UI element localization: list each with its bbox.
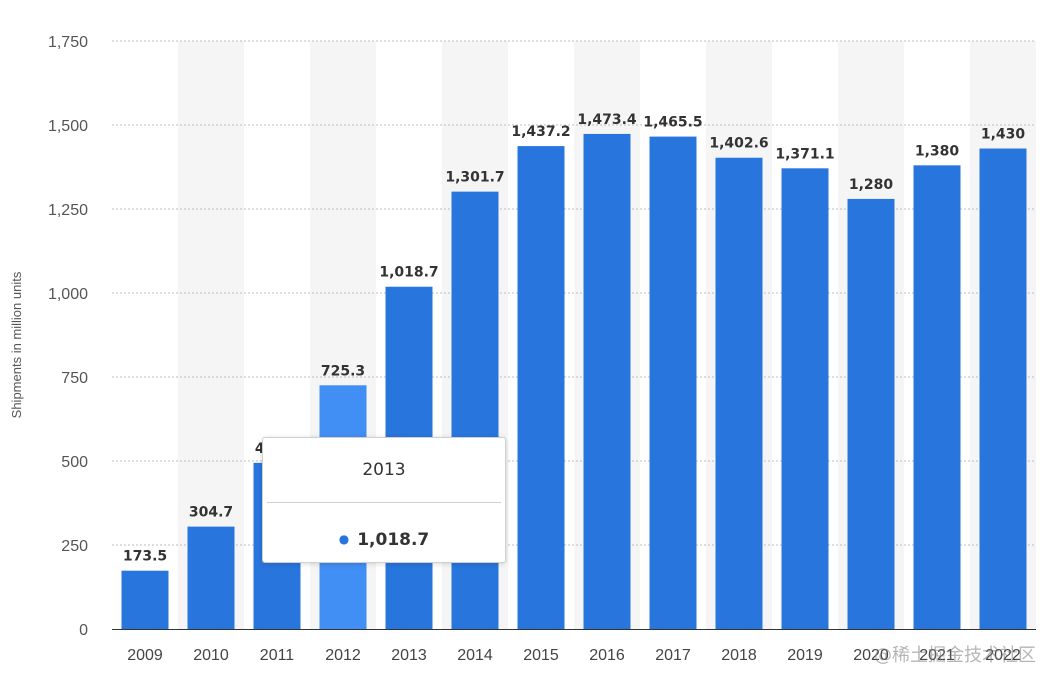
y-tick-label: 1,000 bbox=[48, 286, 88, 303]
x-tick-label: 2015 bbox=[523, 647, 559, 664]
bar-2020[interactable] bbox=[847, 198, 895, 630]
x-tick-label: 2014 bbox=[457, 647, 493, 664]
x-tick-label: 2012 bbox=[325, 647, 361, 664]
y-tick-label: 750 bbox=[61, 370, 88, 387]
series-dot-icon: ● bbox=[338, 532, 350, 546]
bar-2018[interactable] bbox=[715, 157, 763, 630]
tooltip-value-row: ● 1,018.7 bbox=[263, 503, 505, 561]
bar-2010[interactable] bbox=[187, 526, 235, 629]
y-axis-ticks: 0 250 500 750 1,000 1,250 1,500 1,750 bbox=[48, 34, 88, 639]
data-label: 1,430 bbox=[981, 127, 1026, 143]
y-axis-title: Shipments in million units bbox=[9, 271, 24, 418]
y-tick-label: 1,750 bbox=[48, 34, 88, 51]
bar-2022[interactable] bbox=[979, 148, 1027, 629]
x-axis-ticks: 2009 2010 2011 2012 2013 2014 2015 2016 2017 2018… bbox=[127, 647, 1021, 664]
bar-2014[interactable] bbox=[451, 191, 499, 630]
bar-2015[interactable] bbox=[517, 146, 565, 629]
x-tick-label: 2011 bbox=[260, 647, 295, 664]
watermark: @稀土掘金技术社区 bbox=[874, 645, 1036, 666]
data-label: 1,380 bbox=[915, 143, 960, 159]
bar-2021[interactable] bbox=[913, 165, 961, 629]
y-tick-label: 500 bbox=[61, 454, 88, 471]
data-label: 1,301.7 bbox=[445, 170, 504, 186]
bar-2009[interactable] bbox=[121, 570, 169, 629]
bar-2019[interactable] bbox=[781, 168, 829, 629]
y-tick-label: 1,250 bbox=[48, 202, 88, 219]
tooltip-title: 2013 bbox=[267, 438, 501, 503]
x-tick-label: 2021 bbox=[919, 647, 955, 664]
x-tick-label: 2017 bbox=[655, 647, 691, 664]
y-tick-label: 250 bbox=[61, 538, 88, 555]
x-tick-label: 2019 bbox=[787, 647, 823, 664]
data-label: 1,018.7 bbox=[379, 265, 438, 281]
data-label: 1,371.1 bbox=[775, 146, 834, 162]
x-tick-label: 2013 bbox=[391, 647, 427, 664]
data-label: 173.5 bbox=[123, 549, 167, 565]
x-tick-label: 2020 bbox=[853, 647, 889, 664]
tooltip: 2013 ● 1,018.7 bbox=[262, 437, 506, 563]
y-tick-label: 1,500 bbox=[48, 118, 88, 135]
data-label: 725.3 bbox=[321, 363, 365, 379]
data-label: 1,473.4 bbox=[577, 112, 637, 128]
data-label: 1,402.6 bbox=[709, 136, 768, 152]
data-label: 304.7 bbox=[189, 505, 233, 521]
tooltip-value: 1,018.7 bbox=[357, 530, 430, 550]
y-tick-label: 0 bbox=[79, 622, 88, 639]
x-tick-label: 2018 bbox=[721, 647, 757, 664]
x-tick-label: 2009 bbox=[127, 647, 163, 664]
x-tick-label: 2010 bbox=[193, 647, 229, 664]
data-label: 1,437.2 bbox=[511, 124, 570, 140]
bar-2017[interactable] bbox=[649, 136, 697, 630]
data-label: 1,280 bbox=[849, 177, 894, 193]
x-tick-label: 2022 bbox=[985, 647, 1021, 664]
data-label: 1,465.5 bbox=[643, 115, 702, 131]
bar-2016[interactable] bbox=[583, 133, 631, 629]
x-tick-label: 2016 bbox=[589, 647, 625, 664]
